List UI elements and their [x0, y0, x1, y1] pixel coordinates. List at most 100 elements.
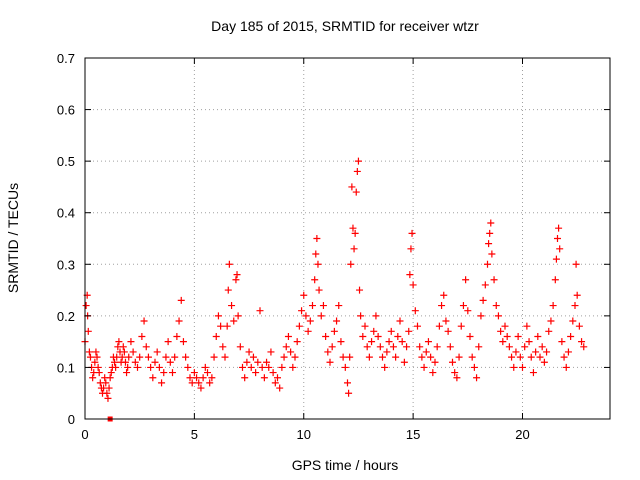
data-point — [466, 332, 474, 340]
data-point — [497, 327, 505, 335]
data-point — [234, 312, 242, 320]
data-point — [567, 332, 575, 340]
data-point — [232, 276, 240, 284]
data-point — [103, 389, 111, 397]
y-tick-label: 0.2 — [57, 309, 75, 324]
data-point — [392, 353, 400, 361]
data-point — [352, 188, 360, 196]
data-point — [206, 379, 214, 387]
data-point — [95, 369, 103, 377]
data-point — [345, 389, 353, 397]
data-point — [280, 353, 288, 361]
data-point — [486, 229, 494, 237]
data-point — [219, 343, 227, 351]
data-point — [411, 307, 419, 315]
data-point — [420, 363, 428, 371]
data-point — [481, 281, 489, 289]
y-tick-label: 0 — [68, 412, 75, 427]
data-point — [208, 374, 216, 382]
data-point — [414, 322, 421, 330]
data-point — [94, 363, 102, 371]
chart-title: Day 185 of 2015, SRMTID for receiver wtz… — [211, 18, 479, 34]
data-point — [282, 343, 290, 351]
data-point — [155, 363, 163, 371]
data-point — [368, 338, 376, 346]
data-point — [84, 327, 92, 335]
data-point — [457, 322, 465, 330]
y-tick-label: 0.3 — [57, 257, 75, 272]
data-point — [468, 353, 476, 361]
data-point — [416, 343, 424, 351]
data-point — [313, 235, 321, 242]
data-point — [398, 338, 406, 346]
data-point — [243, 358, 251, 366]
data-point — [374, 332, 382, 340]
data-point — [475, 343, 483, 351]
data-point — [324, 348, 332, 356]
data-point — [186, 374, 194, 382]
data-point — [344, 379, 351, 387]
data-point — [505, 343, 513, 351]
data-point — [195, 379, 203, 387]
data-point — [381, 363, 389, 371]
data-point — [451, 369, 459, 377]
data-point — [302, 312, 310, 320]
data-point — [278, 363, 286, 371]
data-point — [490, 276, 498, 284]
data-point — [160, 369, 168, 377]
data-point — [572, 260, 580, 268]
data-point — [422, 348, 430, 356]
data-point — [536, 353, 544, 361]
data-point — [529, 369, 537, 377]
data-point — [337, 338, 345, 346]
data-point — [224, 286, 232, 294]
data-point — [265, 363, 273, 371]
data-point — [372, 312, 380, 320]
data-point — [91, 358, 99, 366]
y-tick-label: 0.5 — [57, 154, 75, 169]
data-point — [256, 307, 264, 315]
data-point — [169, 369, 176, 377]
data-point — [326, 358, 334, 366]
data-point — [499, 338, 507, 346]
data-point — [408, 229, 416, 237]
data-point — [162, 353, 170, 361]
data-point — [295, 322, 303, 330]
data-point — [315, 286, 323, 294]
data-point — [228, 302, 236, 310]
data-point — [549, 302, 557, 310]
data-point — [406, 271, 414, 279]
data-point — [473, 374, 481, 382]
data-point — [171, 353, 179, 361]
x-axis-label: GPS time / hours — [292, 457, 399, 473]
data-point — [558, 338, 566, 346]
data-point — [444, 327, 452, 335]
data-point — [184, 363, 192, 371]
data-point — [348, 183, 356, 191]
data-point — [319, 302, 327, 310]
data-point — [115, 338, 123, 346]
data-point — [317, 312, 325, 320]
data-point — [239, 363, 246, 371]
data-point — [293, 338, 301, 346]
data-point — [201, 363, 209, 371]
data-point — [409, 281, 417, 289]
data-point — [379, 353, 386, 361]
data-point — [175, 317, 183, 325]
data-point — [357, 312, 365, 320]
data-point — [197, 384, 205, 392]
data-point — [199, 374, 207, 382]
data-point — [449, 358, 456, 366]
data-point — [573, 291, 581, 299]
data-point — [102, 379, 110, 387]
data-point — [179, 338, 187, 346]
data-point — [487, 219, 495, 227]
data-point — [429, 369, 437, 377]
data-point — [230, 317, 238, 325]
data-point — [271, 379, 279, 387]
data-point — [525, 338, 533, 346]
data-point — [351, 229, 359, 237]
data-point — [427, 353, 435, 361]
data-point — [440, 291, 448, 299]
